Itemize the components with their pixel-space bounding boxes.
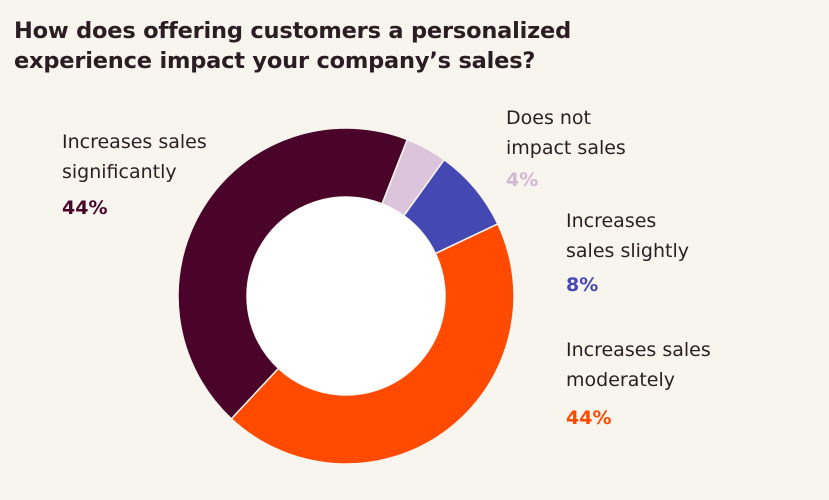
label-moderately-value: 44% <box>566 407 612 429</box>
label-slightly-line-1: Increases <box>566 210 657 232</box>
label-not-impact-value: 4% <box>506 169 539 191</box>
label-moderately-line-1: Increases sales <box>566 339 711 361</box>
label-slightly-line-2: sales slightly <box>566 240 689 262</box>
label-significantly-line-1: Increases sales <box>62 131 207 153</box>
label-not-impact-line-1: Does not <box>506 107 591 129</box>
chart-title-line-2: experience impact your company’s sales? <box>14 48 536 74</box>
label-significantly-value: 44% <box>62 197 108 219</box>
label-not-impact-line-2: impact sales <box>506 137 626 159</box>
label-moderately-line-2: moderately <box>566 369 675 391</box>
label-slightly-value: 8% <box>566 274 599 296</box>
donut-hole <box>247 197 445 395</box>
label-significantly-line-2: significantly <box>62 161 177 183</box>
label-increases-significantly: Increases sales significantly 44% <box>62 127 207 223</box>
label-does-not-impact: Does not impact sales 4% <box>506 103 626 195</box>
chart-title: How does offering customers a personaliz… <box>14 16 574 76</box>
chart-title-line-1: How does offering customers a personaliz… <box>14 18 572 44</box>
label-increases-slightly: Increases sales slightly 8% <box>566 206 689 300</box>
label-increases-moderately: Increases sales moderately 44% <box>566 335 711 433</box>
